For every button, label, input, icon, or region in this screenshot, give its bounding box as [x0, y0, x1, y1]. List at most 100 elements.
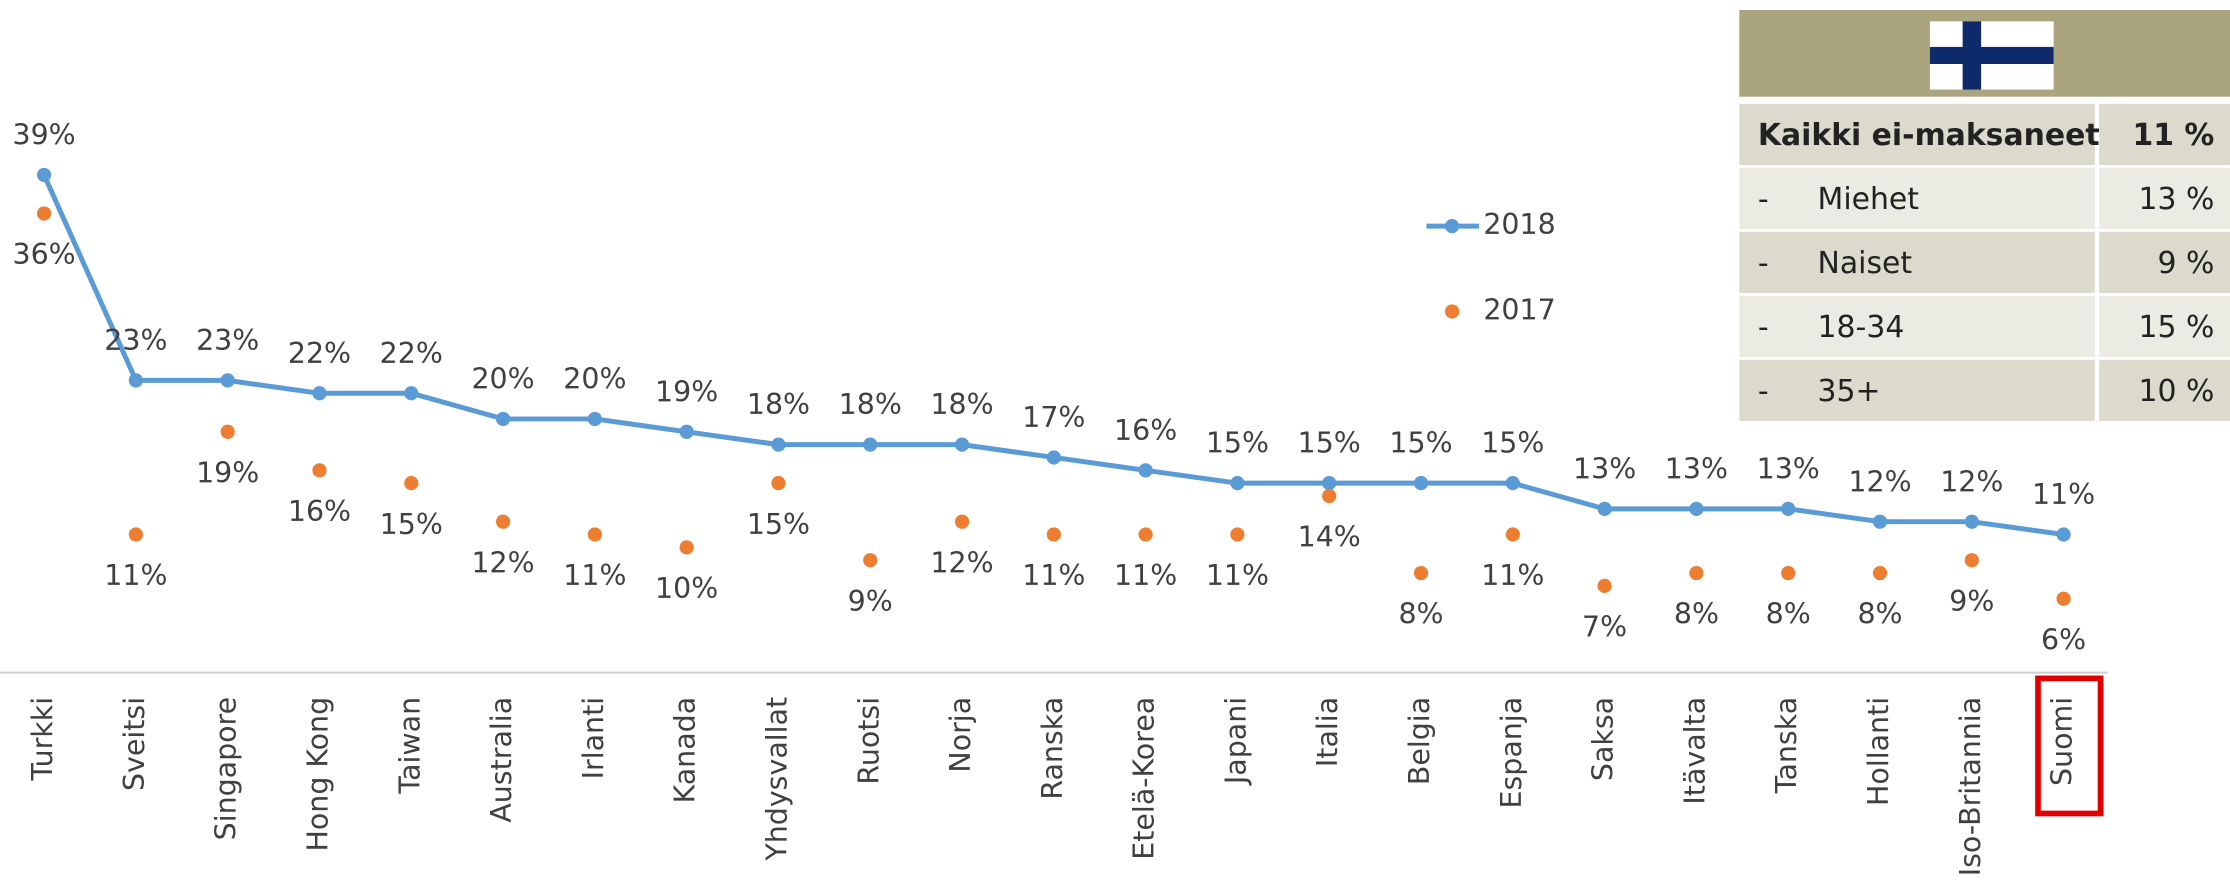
row-label: Kaikki ei-maksaneet [1758, 118, 2100, 153]
data-label: 20% [471, 363, 534, 396]
data-label: 9% [848, 585, 893, 618]
x-tick-label: Japani [1219, 697, 1252, 786]
row-value: 10 % [2138, 374, 2214, 409]
table-cell [2099, 359, 2230, 421]
x-tick-label: Itävalta [1678, 697, 1711, 805]
point [863, 553, 878, 568]
data-label: 12% [1940, 465, 2003, 498]
x-tick-label: Norja [944, 697, 977, 773]
data-label: 7% [1582, 611, 1627, 644]
x-tick-label: Turkki [26, 697, 59, 782]
data-label: 15% [1481, 427, 1544, 460]
data-label: 18% [839, 388, 902, 421]
highlight-box [2035, 675, 2104, 817]
data-label: 15% [1298, 427, 1361, 460]
info-table [1739, 9, 2230, 97]
data-label: 15% [1389, 427, 1452, 460]
point [36, 206, 52, 221]
point [312, 463, 327, 478]
data-label: 39% [12, 119, 75, 152]
x-tick-label: Sveitsi [118, 697, 151, 791]
table-cell [2099, 231, 2230, 293]
row-value: 15 % [2138, 310, 2214, 345]
data-label: 14% [1298, 521, 1361, 554]
x-tick-label: Australia [485, 697, 518, 823]
x-tick-label: Taiwan [393, 697, 426, 795]
point [1505, 527, 1520, 542]
point [1322, 476, 1337, 491]
point [128, 527, 143, 542]
point [312, 386, 327, 401]
data-label: 17% [1022, 401, 1085, 434]
data-label: 22% [288, 337, 351, 370]
point [1138, 527, 1153, 542]
row-label: Miehet [1818, 182, 1919, 217]
data-label: 13% [1573, 452, 1636, 485]
data-label: 12% [930, 546, 993, 579]
data-label: 6% [2041, 623, 2086, 656]
flag-cross [1929, 46, 2054, 64]
data-label: 18% [747, 388, 810, 421]
point [771, 476, 786, 491]
point [1872, 514, 1888, 529]
x-tick-label: Saksa [1587, 697, 1620, 781]
point [128, 373, 143, 388]
legend-label: 2018 [1483, 208, 1555, 241]
point [1872, 565, 1888, 581]
x-tick-label: Irlanti [577, 697, 610, 779]
data-label: 11% [104, 559, 167, 592]
row-prefix: - [1758, 310, 1769, 345]
point [679, 540, 694, 555]
data-label: 15% [747, 508, 810, 541]
point [1689, 501, 1704, 516]
data-label: 11% [1481, 559, 1544, 592]
data-label: 8% [1674, 598, 1719, 631]
point [954, 437, 970, 452]
data-label: 18% [930, 388, 993, 421]
point [36, 167, 52, 183]
data-label: 36% [12, 238, 75, 271]
data-label: 16% [288, 495, 351, 528]
point [1597, 501, 1612, 516]
data-label: 10% [655, 572, 718, 605]
table-cell [2099, 103, 2230, 165]
point [404, 476, 419, 491]
point [1322, 488, 1337, 504]
table-row [1739, 103, 2095, 165]
point [1781, 501, 1796, 516]
point [954, 514, 970, 529]
x-tick-label: Tanska [1770, 697, 1803, 794]
data-label: 15% [380, 508, 443, 541]
point [1781, 565, 1796, 581]
data-label: 11% [2032, 478, 2095, 511]
point [1689, 565, 1704, 581]
table-row [1739, 167, 2095, 229]
point [220, 373, 235, 388]
row-value: 13 % [2138, 182, 2214, 217]
point [587, 411, 602, 427]
x-tick-label: Kanada [669, 697, 702, 804]
point [1413, 476, 1429, 491]
row-label: Naiset [1818, 246, 1913, 281]
point [1138, 463, 1153, 478]
table-row [1739, 359, 2095, 421]
data-label: 22% [380, 337, 443, 370]
data-label: 20% [563, 363, 626, 396]
table-cell [2099, 295, 2230, 357]
data-label: 11% [1206, 559, 1269, 592]
point [1230, 527, 1245, 542]
data-label: 8% [1766, 598, 1811, 631]
table-row [1739, 295, 2095, 357]
point [1046, 450, 1061, 465]
row-prefix: - [1758, 374, 1769, 409]
row-label: 18-34 [1818, 310, 1905, 345]
point [2056, 527, 2071, 542]
row-value: 9 % [2157, 246, 2214, 281]
x-tick-label: Etelä-Korea [1128, 697, 1161, 860]
point [404, 386, 419, 401]
point [2056, 591, 2071, 606]
data-label: 19% [196, 456, 259, 489]
data-label: 23% [104, 324, 167, 357]
x-tick-label: Suomi [2046, 697, 2079, 786]
x-tick-label: Espanja [1495, 697, 1528, 809]
